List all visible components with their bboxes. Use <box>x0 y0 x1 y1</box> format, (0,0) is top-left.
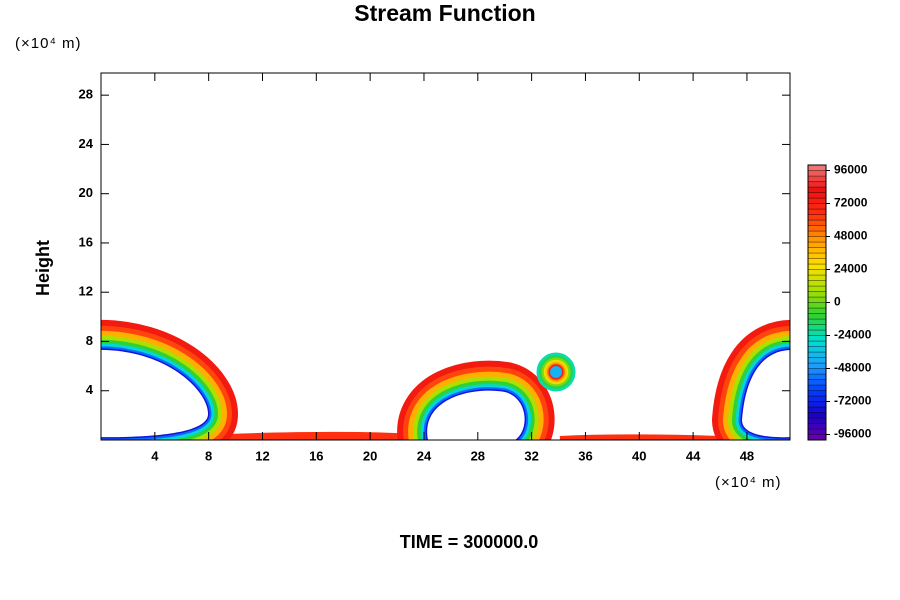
x-tick-label: 28 <box>471 448 485 463</box>
colorbar-band <box>807 186 827 193</box>
colorbar-tick-label: -96000 <box>834 427 872 441</box>
footer: TIME = 300000.0 <box>400 532 539 552</box>
x-tick-label: 40 <box>632 448 646 463</box>
colorbar-band <box>807 230 827 237</box>
colorbar-tick-label: -48000 <box>834 361 872 375</box>
colorbar-band <box>807 406 827 413</box>
contour-field <box>101 320 790 440</box>
colorbar-band <box>807 423 827 430</box>
colorbar-band <box>807 269 827 276</box>
colorbar-band <box>807 417 827 424</box>
colorbar-band <box>807 351 827 358</box>
colorbar-band <box>807 390 827 397</box>
x-tick-label: 48 <box>740 448 754 463</box>
x-unit: (×10⁴ m) <box>715 474 782 491</box>
colorbar-band <box>807 219 827 226</box>
y-tick-label: 24 <box>79 136 94 151</box>
colorbar-band <box>807 258 827 265</box>
colorbar-band <box>807 434 827 441</box>
y-tick-label: 12 <box>79 284 93 299</box>
colorbar-band <box>807 302 827 309</box>
colorbar-band <box>807 373 827 380</box>
colorbar-band <box>807 318 827 325</box>
colorbar-band <box>807 401 827 408</box>
x-tick-label: 16 <box>309 448 323 463</box>
colorbar-band <box>807 252 827 259</box>
colorbar-band <box>807 214 827 221</box>
y-tick-label: 4 <box>86 382 94 397</box>
colorbar-band <box>807 203 827 210</box>
x-tick-label: 24 <box>417 448 432 463</box>
colorbar-band <box>807 274 827 281</box>
colorbar-tick-label: 48000 <box>834 229 868 243</box>
y-tick-label: 16 <box>79 234 93 249</box>
colorbar-tick-label: 72000 <box>834 196 868 210</box>
x-tick-label: 12 <box>255 448 269 463</box>
colorbar-band <box>807 236 827 243</box>
colorbar-band <box>807 175 827 182</box>
colorbar-band <box>807 296 827 303</box>
colorbar-band <box>807 412 827 419</box>
colorbar-band <box>807 280 827 287</box>
colorbar-band <box>807 197 827 204</box>
colorbar-band <box>807 263 827 270</box>
colorbar-band <box>807 181 827 188</box>
colorbar-band <box>807 192 827 199</box>
plot-frame <box>100 72 791 441</box>
x-tick-label: 4 <box>151 448 159 463</box>
colorbar-band <box>807 225 827 232</box>
colorbar-band <box>807 313 827 320</box>
colorbar-band <box>807 357 827 364</box>
colorbar-tick-label: -24000 <box>834 328 872 342</box>
colorbar-band <box>807 384 827 391</box>
colorbar-band <box>807 368 827 375</box>
colorbar-band <box>807 164 827 171</box>
colorbar-band <box>807 428 827 435</box>
x-tick-label: 8 <box>205 448 212 463</box>
colorbar-band <box>807 335 827 342</box>
y-tick-label: 8 <box>86 333 93 348</box>
colorbar-band <box>807 285 827 292</box>
colorbar-tick-label: -72000 <box>834 394 872 408</box>
colorbar-band <box>807 340 827 347</box>
x-tick-label: 44 <box>686 448 701 463</box>
y-tick-label: 28 <box>79 87 93 102</box>
x-tick-label: 32 <box>524 448 538 463</box>
colorbar-band <box>807 170 827 177</box>
colorbar-band <box>807 346 827 353</box>
colorbar-band <box>807 247 827 254</box>
y-tick-label: 20 <box>79 185 93 200</box>
colorbar-band <box>807 362 827 369</box>
colorbar-tick-label: 24000 <box>834 262 868 276</box>
colorbar-band <box>807 379 827 386</box>
colorbar-tick-label: 96000 <box>834 163 868 177</box>
colorbar-band <box>807 208 827 215</box>
colorbar-band <box>807 241 827 248</box>
colorbar-band <box>807 395 827 402</box>
colorbar-band <box>807 291 827 298</box>
colorbar-band <box>807 329 827 336</box>
colorbar-band <box>807 307 827 314</box>
x-tick-label: 36 <box>578 448 592 463</box>
y-axis-label: Height <box>33 240 53 296</box>
x-tick-label: 20 <box>363 448 377 463</box>
y-unit: (×10⁴ m) <box>15 35 82 52</box>
colorbar-tick-label: 0 <box>834 295 841 309</box>
chart-title: Stream Function <box>354 0 535 26</box>
colorbar-band <box>807 324 827 331</box>
